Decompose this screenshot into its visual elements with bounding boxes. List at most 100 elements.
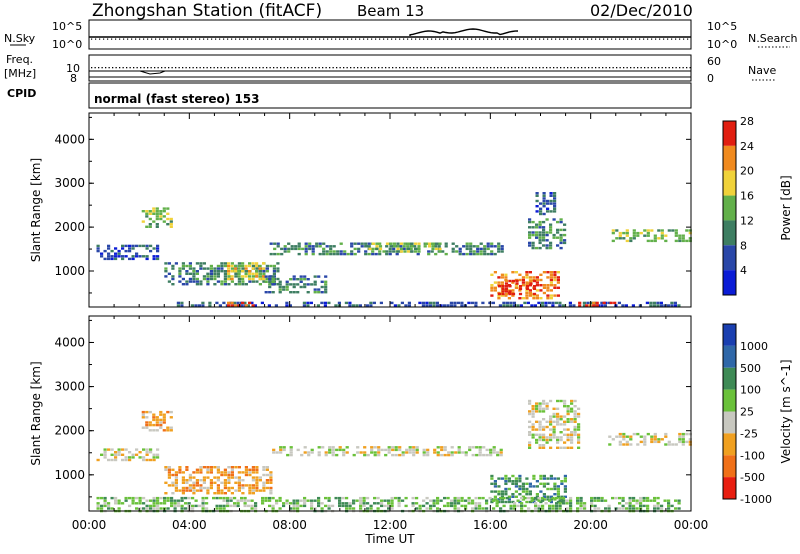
velocity-cell <box>553 477 557 480</box>
power-cell <box>213 267 217 270</box>
velocity-cell <box>107 502 111 505</box>
velocity-cell <box>348 504 352 508</box>
velocity-cell <box>185 481 189 484</box>
velocity-cell <box>502 504 506 508</box>
nsearch-dot <box>503 38 505 40</box>
velocity-cell <box>356 446 360 449</box>
velocity-cell <box>138 456 142 459</box>
power-cell <box>100 252 104 255</box>
power-cell <box>501 285 505 288</box>
velocity-cell <box>174 473 178 477</box>
velocity-cell <box>269 481 273 484</box>
power-cell <box>600 304 604 307</box>
nsearch-dot <box>499 38 501 40</box>
velocity-cell <box>152 496 156 500</box>
power-cell <box>251 264 255 268</box>
nave-dot <box>532 67 534 69</box>
velocity-cell <box>383 499 387 502</box>
nave-dot <box>294 67 296 69</box>
power-cell <box>176 304 180 307</box>
power-cell <box>325 252 329 256</box>
nsearch-dot <box>583 38 585 40</box>
velocity-cell <box>593 504 597 508</box>
velocity-cell <box>667 502 671 505</box>
velocity-ytick-label: 4000 <box>54 335 85 349</box>
velocity-cell <box>317 496 321 500</box>
velocity-cell <box>504 493 508 496</box>
power-cell <box>213 277 217 281</box>
velocity-cell <box>559 446 563 449</box>
velocity-cell <box>542 498 546 501</box>
velocity-cell <box>422 453 426 457</box>
nave-dot <box>140 67 142 69</box>
nave-label: Nave <box>748 64 776 77</box>
power-cell <box>656 304 660 307</box>
power-cell <box>427 252 431 256</box>
power-cell <box>192 270 196 273</box>
power-cell <box>417 242 421 245</box>
power-cell <box>434 242 439 245</box>
power-cell <box>410 245 414 248</box>
velocity-cell <box>142 507 146 510</box>
nsearch-dot <box>623 38 625 40</box>
velocity-cell <box>545 405 549 408</box>
power-cell <box>241 262 245 265</box>
velocity-cell <box>187 496 191 500</box>
velocity-cell <box>362 499 366 502</box>
velocity-cell <box>324 504 328 508</box>
power-cell <box>504 292 509 296</box>
nsearch-dot <box>667 38 669 40</box>
nsearch-dot <box>351 38 353 40</box>
nave-dot <box>514 67 516 69</box>
nave-dot <box>479 67 481 69</box>
velocity-cell <box>579 507 583 510</box>
velocity-cell <box>570 402 574 405</box>
power-cell <box>609 301 613 305</box>
power-cell <box>670 304 674 307</box>
velocity-cell <box>376 496 380 500</box>
velocity-cell <box>545 438 549 442</box>
power-cell <box>208 301 212 305</box>
noise-strip: N.Sky N.Search 10^5 10^0 10^5 10^0 <box>4 19 798 51</box>
power-cell <box>258 275 262 278</box>
velocity-cell <box>518 500 522 504</box>
nave-dot <box>231 67 233 69</box>
velocity-cell <box>545 436 549 439</box>
velocity-cell <box>656 502 660 505</box>
power-cell <box>251 280 255 283</box>
velocity-cell <box>241 486 245 490</box>
velocity-cell <box>363 451 367 454</box>
power-cell <box>542 199 546 203</box>
power-cell <box>271 278 275 281</box>
velocity-cell <box>156 453 160 456</box>
power-cell <box>213 272 217 275</box>
power-cell <box>262 267 266 270</box>
power-cell <box>653 239 657 243</box>
power-cell <box>223 264 227 268</box>
power-cell <box>528 294 532 297</box>
velocity-cell <box>467 496 471 500</box>
power-cell <box>148 225 152 228</box>
power-cell <box>285 301 289 305</box>
velocity-cell <box>532 500 536 504</box>
power-cell <box>511 294 515 297</box>
power-cell <box>650 239 654 243</box>
velocity-cell <box>299 499 303 502</box>
power-cell <box>195 277 199 281</box>
velocity-cell <box>518 485 522 488</box>
velocity-cell <box>342 451 346 454</box>
velocity-cell <box>436 507 440 510</box>
power-cell <box>297 245 301 248</box>
velocity-cell <box>234 466 238 469</box>
velocity-cell <box>359 507 363 510</box>
velocity-cell <box>563 446 567 449</box>
velocity-cell <box>341 504 345 508</box>
power-cell <box>327 301 331 305</box>
velocity-cell <box>240 499 244 502</box>
nave-dot <box>665 67 667 69</box>
velocity-cell <box>167 466 171 469</box>
power-cell <box>502 304 506 307</box>
power-cell <box>303 275 307 278</box>
power-cell <box>324 291 328 294</box>
velocity-cell <box>141 410 145 414</box>
